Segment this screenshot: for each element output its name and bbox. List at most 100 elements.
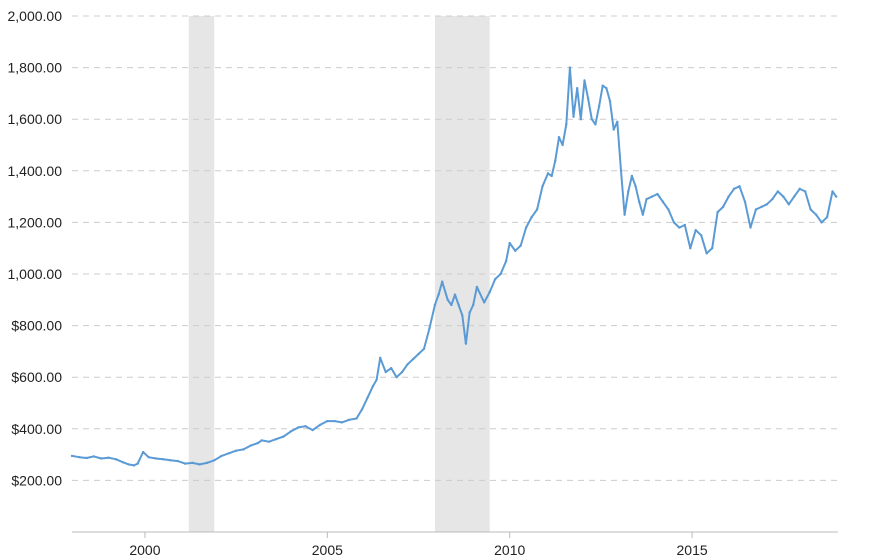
data-point (437, 293, 440, 296)
data-point (311, 428, 314, 432)
data-point (154, 457, 158, 460)
data-point (249, 444, 252, 447)
data-point (457, 303, 460, 307)
data-point (749, 226, 752, 229)
y-tick-label: $600.00 (11, 369, 62, 385)
y-tick-label: $800.00 (11, 318, 62, 334)
data-point (422, 347, 426, 351)
data-point (656, 192, 659, 196)
data-point (732, 187, 736, 191)
data-point (798, 187, 801, 191)
data-point (488, 290, 491, 294)
data-point (395, 376, 398, 379)
data-point (619, 169, 623, 172)
data-point (572, 115, 575, 118)
x-axis (72, 531, 838, 538)
data-point (586, 97, 590, 100)
data-point (379, 356, 382, 360)
data-point (754, 208, 758, 211)
data-point (760, 205, 763, 209)
data-point (453, 293, 457, 296)
data-point (267, 440, 271, 443)
data-point (433, 303, 437, 307)
data-point (579, 118, 583, 121)
series-layer (70, 66, 838, 467)
data-point (411, 357, 415, 361)
data-point (92, 455, 96, 458)
data-point (608, 99, 612, 103)
data-point (127, 463, 130, 466)
data-point (493, 277, 497, 281)
data-point (554, 159, 557, 162)
data-point (161, 458, 165, 461)
data-point (289, 430, 293, 433)
data-point (627, 190, 630, 193)
y-tick-label: 2,000.00 (8, 8, 63, 24)
data-point (355, 417, 358, 420)
data-point (366, 396, 369, 400)
data-point (630, 174, 634, 178)
y-axis-labels: $200.00 $400.00 $600.00 $800.00 1,000.00 1,20… (8, 8, 63, 488)
data-point (340, 421, 344, 424)
data-point (590, 118, 593, 121)
data-point (683, 223, 686, 227)
data-point (213, 459, 216, 462)
data-point (575, 87, 579, 90)
data-point (428, 326, 431, 330)
y-tick-label: 1,400.00 (8, 163, 63, 179)
data-point (568, 66, 572, 69)
data-point (333, 419, 336, 423)
data-point (535, 208, 539, 211)
data-point (638, 200, 641, 203)
data-point (384, 370, 387, 374)
data-point (461, 314, 464, 317)
data-point (594, 123, 597, 126)
data-point (814, 213, 818, 216)
data-point (114, 458, 117, 461)
data-point (694, 228, 697, 232)
data-point (721, 205, 725, 209)
data-point (550, 174, 553, 178)
data-point (557, 136, 561, 139)
data-point (727, 195, 730, 198)
data-point (612, 128, 615, 131)
gridlines (72, 15, 838, 481)
data-point (716, 210, 719, 214)
data-point (417, 352, 420, 356)
data-point (121, 461, 125, 464)
data-point (220, 454, 223, 458)
data-point (441, 280, 444, 283)
data-point (771, 197, 774, 201)
data-point (634, 185, 637, 188)
data-point (645, 197, 648, 201)
data-point (499, 272, 502, 276)
data-point (70, 454, 74, 458)
data-point (176, 459, 179, 463)
data-point (661, 200, 665, 203)
data-point (672, 221, 676, 224)
recession-band-1 (188, 16, 215, 532)
data-point (348, 418, 351, 421)
data-point (541, 185, 544, 188)
data-point (318, 423, 322, 427)
data-point (504, 259, 508, 263)
data-point (400, 370, 404, 374)
data-point (304, 425, 307, 428)
data-point (561, 143, 564, 147)
data-point (260, 439, 263, 442)
data-point (198, 463, 201, 466)
data-point (530, 216, 533, 219)
data-point (242, 448, 245, 451)
data-point (282, 435, 285, 438)
data-point (605, 87, 608, 90)
data-point (371, 385, 375, 388)
data-point (234, 449, 238, 452)
data-point (132, 464, 136, 467)
data-point (508, 241, 511, 245)
data-point (825, 216, 829, 219)
data-point (389, 366, 393, 370)
data-point (689, 247, 692, 250)
data-point (743, 200, 747, 203)
x-tick-label: 2010 (494, 542, 525, 558)
